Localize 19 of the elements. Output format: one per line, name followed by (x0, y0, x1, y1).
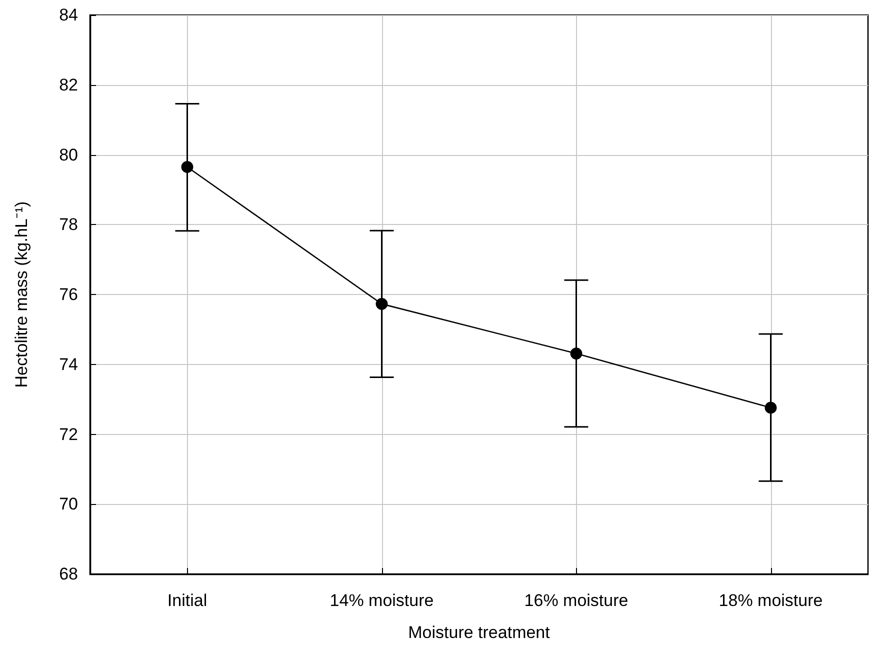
x-tick-label: 18% moisture (718, 591, 823, 610)
point (764, 402, 777, 414)
x-tick-label: 16% moisture (524, 591, 628, 610)
point (181, 160, 194, 173)
x-tick-label: Initial (167, 591, 208, 610)
y-tick-label: 74 (59, 354, 78, 374)
point (376, 298, 388, 310)
point (570, 348, 582, 360)
y-tick-label: 72 (59, 424, 78, 444)
y-tick-label: 84 (59, 6, 78, 24)
y-tick-label: 70 (59, 494, 78, 514)
y-tick-label: 82 (59, 75, 78, 94)
y-tick-label: 80 (59, 145, 78, 164)
y-axis-title: Hectolitre mass (kg.hL⁻¹) (12, 201, 31, 388)
y-tick-label: 68 (59, 564, 78, 584)
y-tick-label: 78 (59, 215, 78, 234)
x-axis-title: Moisture treatment (408, 623, 550, 642)
y-tick-label: 76 (59, 285, 78, 304)
x-tick-label: 14% moisture (330, 591, 434, 610)
